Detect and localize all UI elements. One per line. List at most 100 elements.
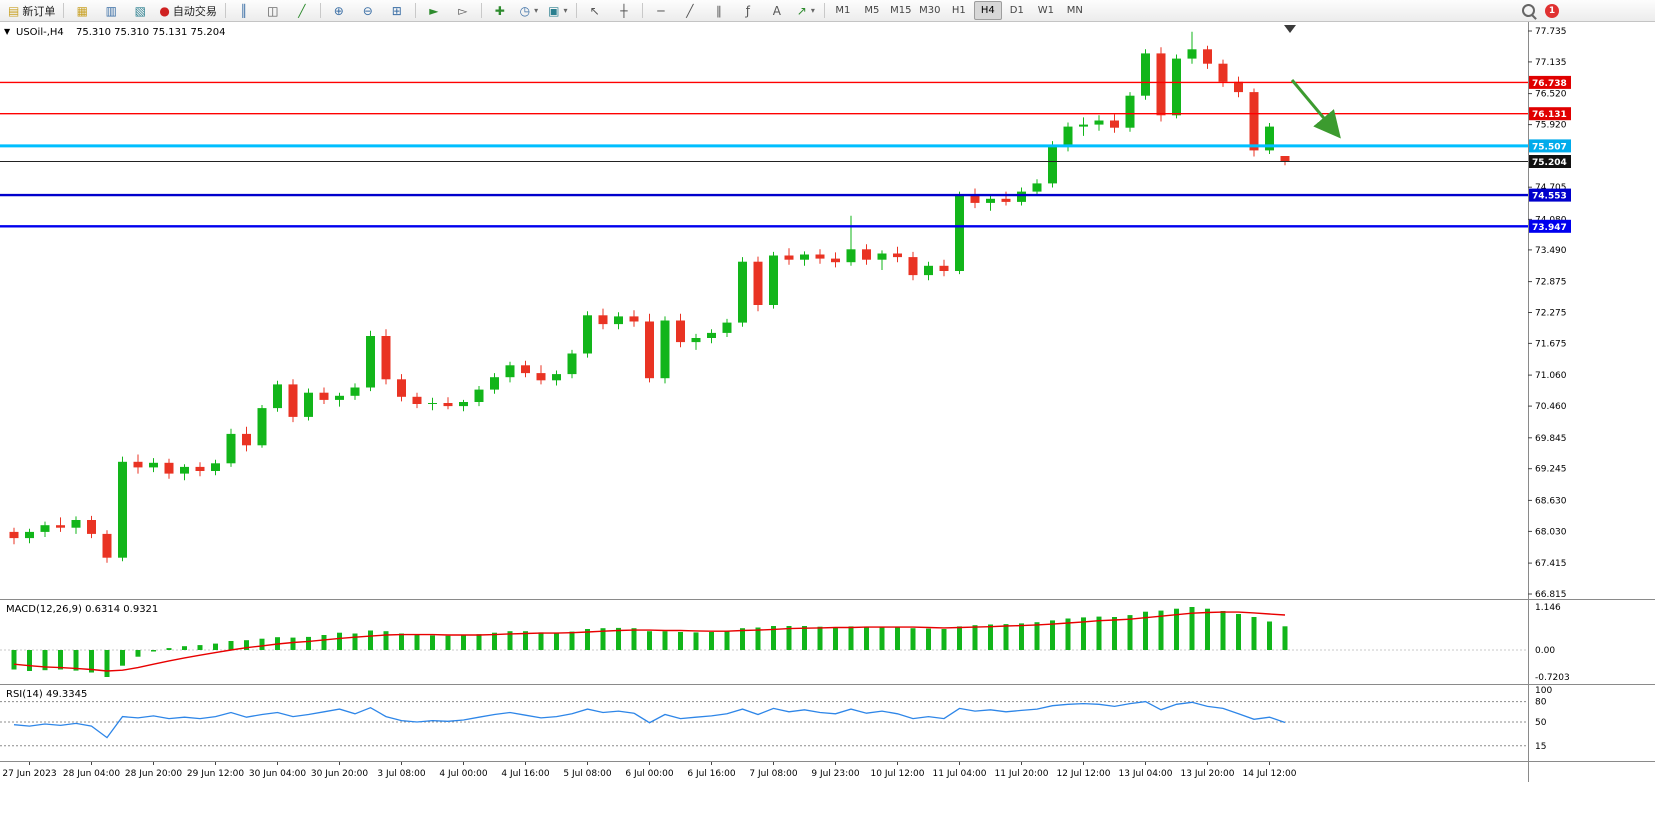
candle [1141, 53, 1150, 96]
macd-histogram-bar [166, 648, 172, 650]
candle [598, 315, 608, 325]
macd-histogram-bar [1003, 624, 1009, 650]
candle [304, 392, 313, 417]
macd-histogram-bar [926, 628, 931, 650]
macd-histogram-bar [445, 635, 451, 650]
zoom-in-button[interactable]: ⊕ [325, 1, 353, 21]
price-axis-label: 75.920 [1535, 121, 1567, 131]
navigator-icon: ▧ [134, 3, 147, 18]
macd-histogram-bar [197, 645, 203, 650]
macd-histogram-bar [11, 650, 17, 670]
tile-windows-icon: ⊞ [391, 3, 402, 18]
auto-scroll-button[interactable]: ► [420, 1, 448, 21]
auto-trading-button[interactable]: ● 自动交易 [155, 1, 220, 21]
macd-histogram-bar [1034, 622, 1040, 650]
templates-icon: ▣ [548, 3, 560, 18]
time-axis-label: 30 Jun 04:00 [249, 769, 306, 779]
horizontal-line-button[interactable]: ─ [647, 1, 675, 21]
zoom-out-button[interactable]: ⊖ [354, 1, 382, 21]
macd-histogram-bar [1143, 611, 1148, 650]
trendline-icon: ╱ [686, 3, 694, 18]
candle [443, 403, 453, 407]
chart-candles-button[interactable]: ◫ [259, 1, 287, 21]
tile-windows-button[interactable]: ⊞ [383, 1, 411, 21]
candle [753, 261, 763, 305]
timeframe-button-m30[interactable]: M30 [919, 5, 941, 16]
new-order-button[interactable]: ▤ 新订单 [4, 1, 59, 21]
arrows-tool-button[interactable]: ↗ ▾ [792, 1, 820, 21]
market-watch-button[interactable]: ▦ [68, 1, 96, 21]
candle [815, 254, 825, 259]
timeframe-button-h4[interactable]: H4 [973, 1, 1002, 20]
time-axis-label: 13 Jul 04:00 [1119, 769, 1173, 779]
cursor-button[interactable]: ↖ [581, 1, 609, 21]
timeframe-button-m5[interactable]: M5 [864, 5, 880, 16]
time-axis-label: 11 Jul 04:00 [933, 769, 987, 779]
templates-button[interactable]: ▣ ▾ [544, 1, 572, 21]
channel-button[interactable]: ∥ [705, 1, 733, 21]
candle [1048, 145, 1057, 184]
timeframe-button-mn[interactable]: MN [1066, 5, 1083, 16]
search-icon[interactable] [1522, 4, 1535, 17]
toolbar: ▤ 新订单 ▦ ▥ ▧ ● 自动交易 ║ ◫ ╱ ⊕ ⊖ ⊞ ► ▻ ✚ ◷ ▾ … [0, 0, 1655, 22]
macd-histogram-bar [492, 632, 497, 650]
macd-histogram-bar [1205, 608, 1210, 650]
indicator-axis-label: 0.00 [1535, 646, 1555, 656]
trendline-button[interactable]: ╱ [676, 1, 704, 21]
caret-down-icon: ▾ [534, 6, 539, 15]
trend-arrow[interactable] [1290, 79, 1341, 139]
caret-down-icon: ▾ [563, 6, 568, 15]
price-axis-label: 69.845 [1535, 434, 1567, 444]
candle [319, 392, 329, 400]
macd-histogram-bar [1158, 610, 1164, 650]
toolbar-separator [823, 3, 825, 18]
chart-line-button[interactable]: ╱ [288, 1, 316, 21]
periods-button[interactable]: ◷ ▾ [515, 1, 543, 21]
timeframe-button-d1[interactable]: D1 [1009, 5, 1024, 16]
time-axis-label: 28 Jun 20:00 [125, 769, 182, 779]
candle [536, 373, 546, 381]
fibonacci-button[interactable]: ƒ [734, 1, 762, 21]
crosshair-button[interactable]: ┼ [610, 1, 638, 21]
navigator-button[interactable]: ▧ [126, 1, 154, 21]
price-badge-label: 73.947 [1532, 223, 1567, 233]
toolbar-separator [480, 3, 482, 18]
auto-trading-label: 自动交易 [172, 4, 217, 18]
price-badge [1529, 188, 1571, 202]
macd-histogram-bar [213, 643, 218, 650]
macd-histogram-bar [228, 641, 234, 650]
macd-histogram-bar [89, 650, 94, 673]
data-window-button[interactable]: ▥ [97, 1, 125, 21]
candle [211, 463, 220, 471]
candle [676, 320, 685, 343]
macd-histogram-bar [244, 640, 249, 650]
timeframe-button-w1[interactable]: W1 [1037, 5, 1054, 16]
candle [552, 374, 561, 381]
text-tool-button[interactable]: A [763, 1, 791, 21]
macd-histogram-bar [290, 637, 296, 650]
main-chart[interactable]: ▼ USOil-,H4 75.310 75.310 75.131 75.204 … [0, 22, 1655, 599]
candle [257, 408, 267, 446]
macd-histogram-bar [1081, 617, 1086, 650]
candle [614, 316, 623, 325]
channel-icon: ∥ [715, 3, 722, 18]
timeframe-button-h1[interactable]: H1 [951, 5, 966, 16]
macd-histogram-bar [616, 627, 621, 650]
indicators-button[interactable]: ✚ [486, 1, 514, 21]
chart-bars-button[interactable]: ║ [230, 1, 258, 21]
macd-panel[interactable]: MACD(12,26,9) 0.6314 0.9321 1.146 0.00 -0.… [0, 599, 1655, 684]
candle [1265, 126, 1274, 151]
macd-histogram-bar [538, 632, 544, 650]
chart-shift-button[interactable]: ▻ [449, 1, 477, 21]
notification-badge[interactable]: 1 [1545, 3, 1559, 18]
symbol-dropdown-icon[interactable]: ▼ [4, 27, 11, 36]
timeframe-button-m1[interactable]: M1 [835, 5, 851, 16]
chart-shift-marker[interactable] [1284, 25, 1296, 33]
macd-histogram-bar [1112, 617, 1117, 650]
crosshair-icon: ┼ [620, 3, 628, 18]
time-axis[interactable]: 27 Jun 2023 28 Jun 04:00 28 Jun 20:00 29 Ju… [0, 761, 1655, 782]
macd-signal-line [13, 611, 1286, 672]
timeframe-button-m15[interactable]: M15 [890, 5, 912, 16]
candle [800, 254, 809, 260]
rsi-panel[interactable]: RSI(14) 49.3345 100 80 50 15 [0, 684, 1655, 761]
